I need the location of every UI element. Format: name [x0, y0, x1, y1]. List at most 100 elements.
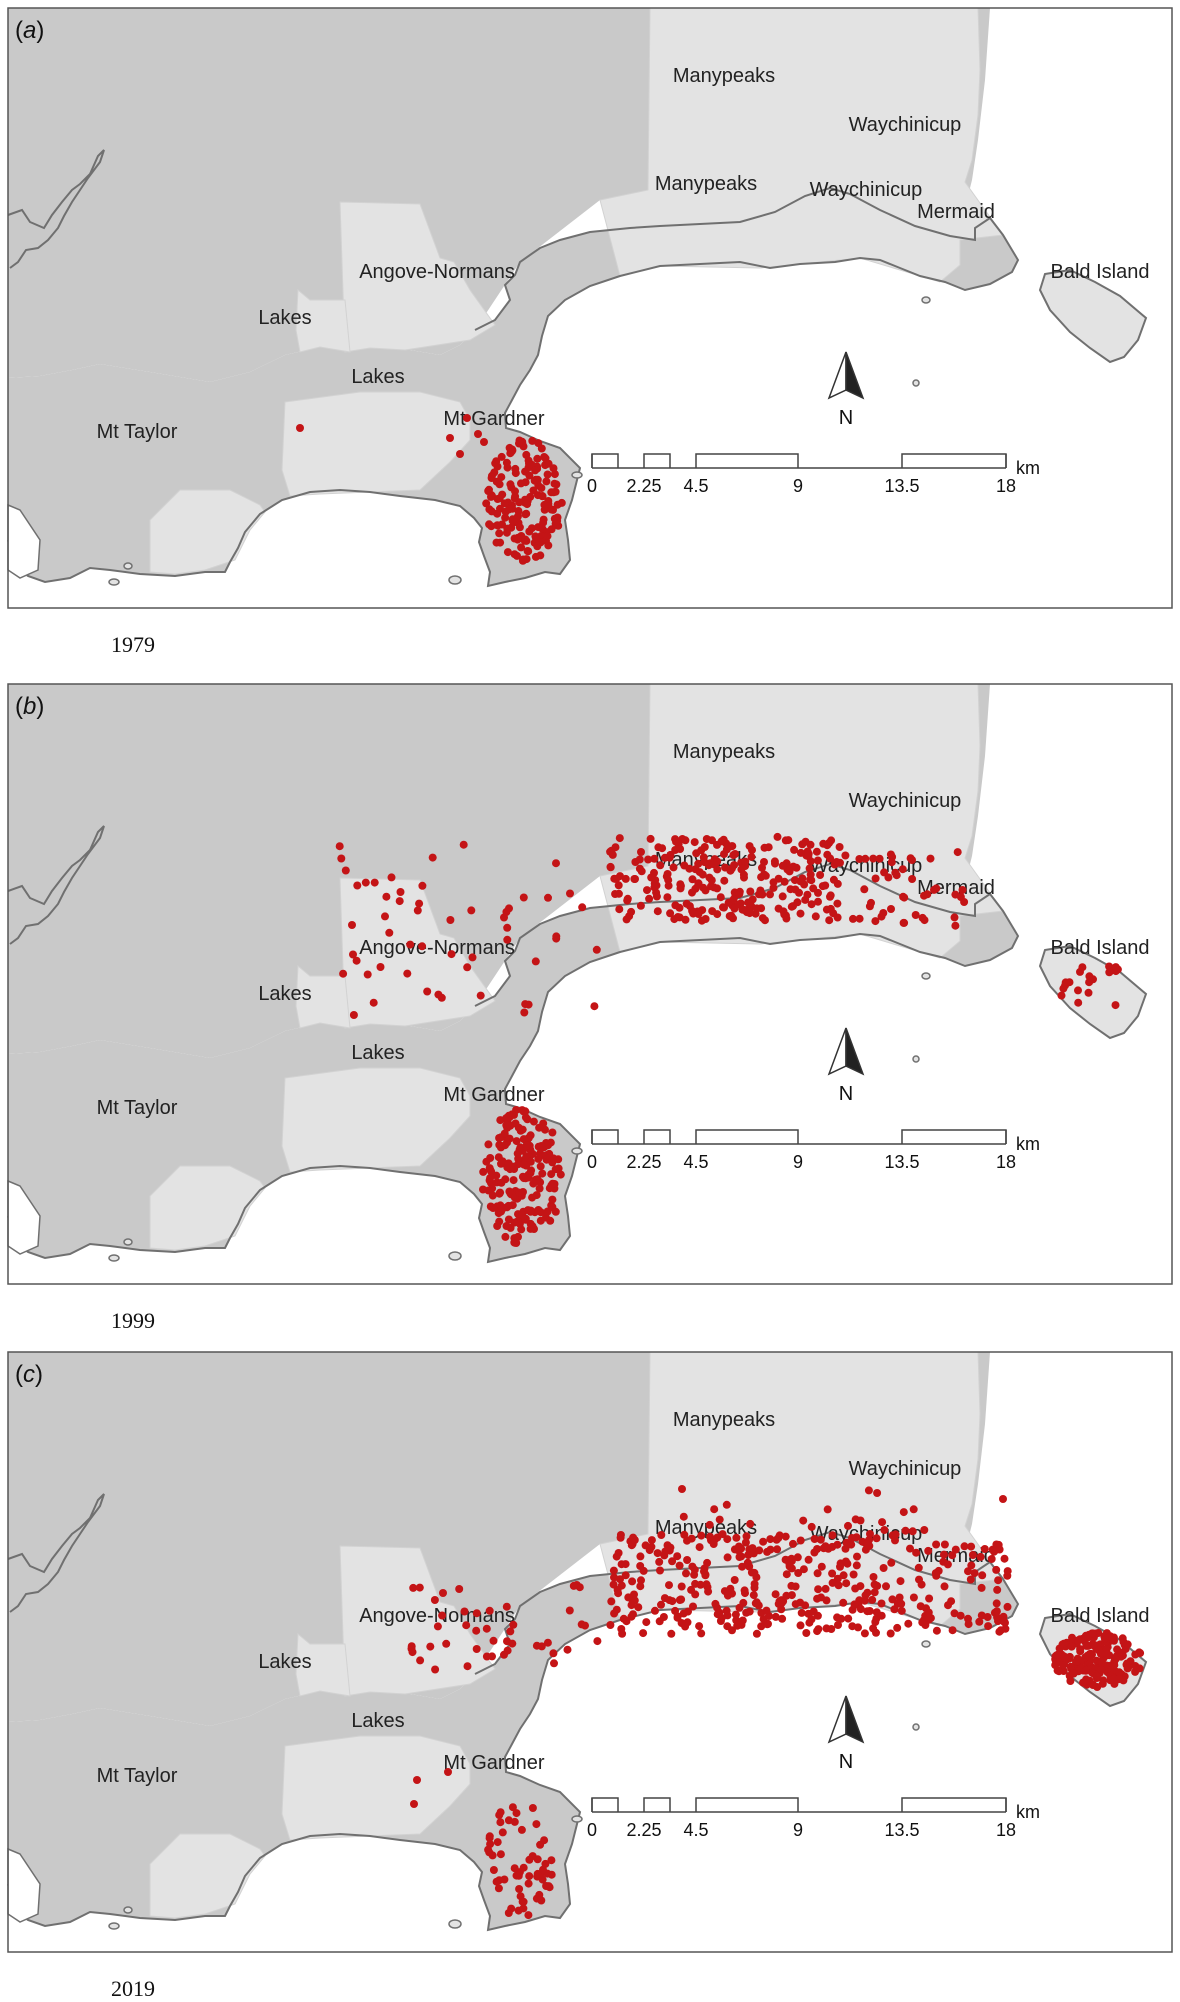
record-dot [533, 491, 542, 500]
record-dot [537, 484, 546, 492]
record-dot [531, 957, 540, 966]
record-dot [459, 840, 468, 849]
record-dot [531, 466, 540, 475]
record-dot [703, 1558, 712, 1567]
place-label-manypeaks: Manypeaks [673, 741, 775, 763]
record-dot [651, 1606, 659, 1615]
record-dot [817, 1562, 826, 1571]
record-dot [920, 891, 928, 900]
record-dot [802, 1629, 811, 1637]
record-dot [741, 1538, 750, 1547]
reserve-area [339, 877, 496, 1029]
record-dot [519, 1897, 528, 1906]
record-dot [474, 430, 482, 438]
record-dot [503, 463, 512, 472]
record-dot [525, 1872, 534, 1881]
record-dot [521, 1000, 530, 1009]
record-dot [1078, 963, 1087, 972]
record-dot [494, 1884, 503, 1893]
record-dot [909, 1505, 918, 1514]
record-dot [697, 1629, 706, 1638]
record-dot [825, 916, 834, 925]
record-dot [413, 1776, 421, 1784]
place-label-lakes: Lakes [258, 983, 311, 1005]
record-dot [463, 963, 472, 972]
record-dot [479, 1167, 488, 1176]
record-dot [790, 845, 799, 854]
record-dot [498, 1204, 507, 1213]
record-dot [848, 1622, 857, 1631]
record-dot [904, 1619, 913, 1628]
record-dot [485, 1848, 494, 1857]
record-dot [926, 854, 935, 863]
scale-tick-label: 2.25 [626, 476, 661, 496]
record-dot [785, 867, 794, 876]
record-dot [850, 1600, 859, 1609]
record-dot [415, 1583, 424, 1592]
record-dot [628, 1577, 637, 1586]
record-dot [730, 1576, 739, 1584]
record-dot [705, 1520, 714, 1529]
record-dot [856, 1605, 865, 1614]
record-dot [658, 844, 667, 853]
record-dot [548, 1179, 557, 1188]
record-dot [1076, 1647, 1085, 1656]
record-dot [875, 854, 884, 863]
record-dot [1084, 988, 1093, 997]
record-dot [341, 866, 350, 875]
record-dot [536, 1149, 545, 1158]
record-dot [652, 892, 661, 901]
record-dot [771, 859, 779, 868]
record-dot [915, 1575, 923, 1584]
place-label-manypeaks: Manypeaks [655, 173, 757, 195]
record-dot [757, 873, 766, 882]
record-dot [887, 1558, 896, 1567]
record-dot [822, 1624, 831, 1633]
islet [448, 1251, 462, 1261]
record-dot [769, 883, 778, 892]
record-dot [940, 1550, 948, 1559]
record-dot [547, 1870, 556, 1879]
record-dot [396, 888, 405, 896]
record-dot [968, 1551, 977, 1559]
record-dot [486, 1840, 495, 1849]
record-dot [500, 1875, 509, 1884]
record-dot [781, 1532, 790, 1541]
record-dot [707, 876, 716, 885]
record-dot [460, 1607, 469, 1616]
record-dot [799, 1565, 808, 1574]
record-dot [801, 1601, 810, 1610]
record-dot [803, 890, 812, 899]
record-dot [637, 848, 645, 856]
record-dot [893, 1623, 902, 1632]
record-dot [491, 459, 500, 468]
record-dot [785, 1562, 794, 1571]
record-dot [782, 1591, 791, 1600]
record-dot [504, 1159, 513, 1168]
record-dot [508, 1639, 517, 1648]
record-dot [467, 906, 476, 915]
record-dot [531, 552, 540, 561]
record-dot [920, 916, 929, 925]
record-dot [1099, 1676, 1108, 1685]
record-dot [999, 1617, 1008, 1626]
record-dot [500, 1129, 509, 1138]
record-dot [829, 909, 838, 918]
record-dot [690, 838, 699, 847]
record-dot [624, 1593, 633, 1602]
eastern-land [965, 684, 990, 872]
record-dot [1100, 1634, 1109, 1643]
record-dot [960, 898, 969, 906]
record-dot [757, 1622, 766, 1631]
record-dot [1083, 1651, 1092, 1660]
record-dot [1118, 1648, 1127, 1657]
record-dot [950, 913, 959, 922]
scale-tick-label: 4.5 [683, 1820, 708, 1840]
record-dot [805, 1618, 814, 1627]
record-dot [778, 892, 787, 901]
record-dot [690, 1570, 699, 1579]
record-dot [796, 1621, 805, 1630]
record-dot [484, 1140, 493, 1149]
record-dot [759, 1537, 768, 1546]
record-dot [983, 1613, 992, 1621]
